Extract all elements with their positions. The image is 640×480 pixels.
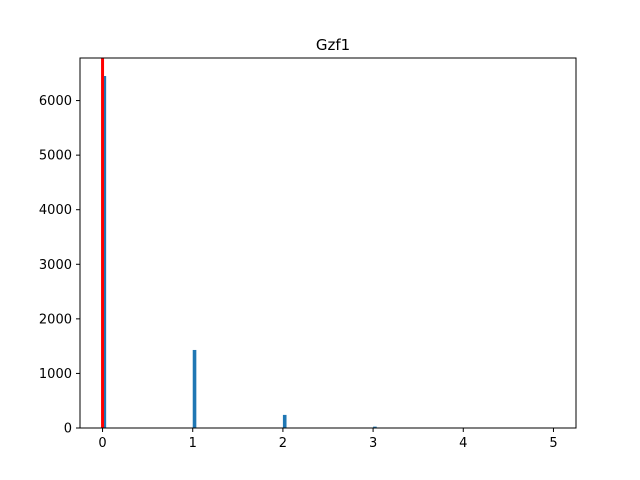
bar-0 [102,76,107,428]
x-tick-label-3: 3 [369,436,377,451]
bar-2 [282,414,287,428]
y-axis-ticks: 0 1000 2000 3000 4000 5000 6000 [39,94,80,437]
bar-1 [192,349,197,428]
bar-3 [373,426,377,428]
x-axis-ticks: 0 1 2 3 4 5 [98,428,558,451]
x-tick-label-2: 2 [279,436,287,451]
plot-frame [79,57,577,429]
y-tick-label-2: 2000 [39,312,72,327]
x-tick-label-0: 0 [98,436,106,451]
x-tick-label-4: 4 [459,436,467,451]
y-tick-label-5: 5000 [39,149,72,164]
x-tick-label-5: 5 [549,436,557,451]
x-tick-label-1: 1 [189,436,197,451]
bars-layer [102,76,377,428]
y-tick-label-0: 0 [64,422,72,437]
y-tick-label-3: 3000 [39,258,72,273]
axes-layer [79,57,577,429]
y-tick-label-1: 1000 [39,367,72,382]
y-tick-label-6: 6000 [39,94,72,109]
chart-title: Gzf1 [316,36,350,54]
y-tick-label-4: 4000 [39,203,72,218]
